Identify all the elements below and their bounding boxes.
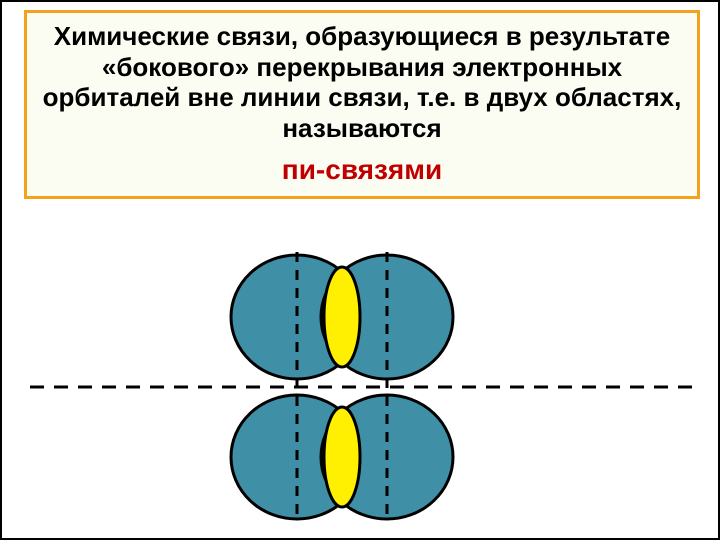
definition-textbox: Химические связи, образующиеся в результ… xyxy=(24,10,700,199)
definition-term: пи-связями xyxy=(41,154,683,186)
pi-bond-diagram xyxy=(2,232,720,542)
slide-frame: Химические связи, образующиеся в результ… xyxy=(0,0,720,540)
definition-text: Химические связи, образующиеся в результ… xyxy=(41,21,683,144)
